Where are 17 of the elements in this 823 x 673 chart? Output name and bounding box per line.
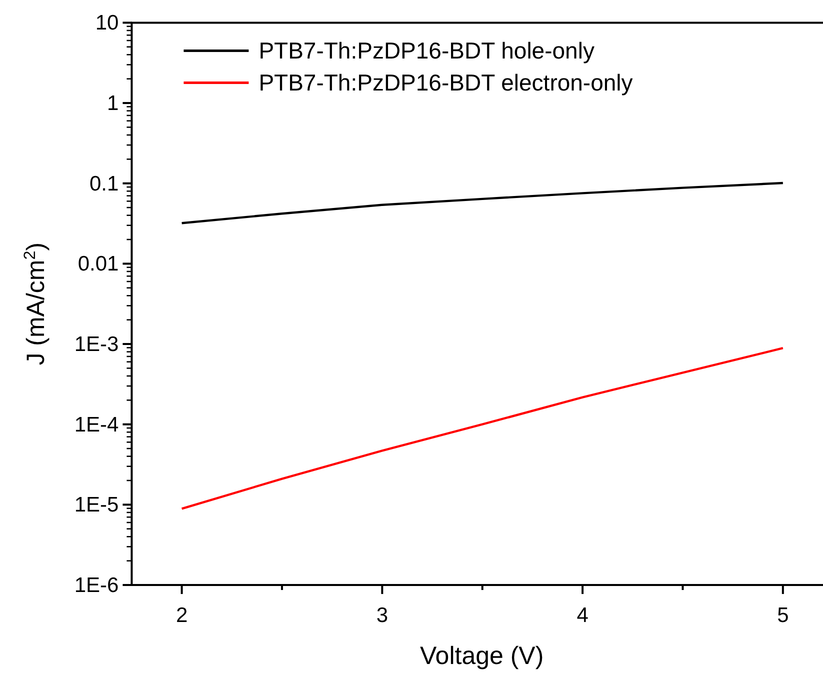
y-tick-label: 1E-5 xyxy=(74,494,119,517)
x-tick-label: 3 xyxy=(376,604,388,627)
y-tick-label: 10 xyxy=(95,12,119,35)
legend-label: PTB7-Th:PzDP16-BDT hole-only xyxy=(258,38,595,64)
x-axis-title: Voltage (V) xyxy=(420,642,544,670)
x-tick-label: 5 xyxy=(777,604,789,627)
legend-label: PTB7-Th:PzDP16-BDT electron-only xyxy=(258,70,634,96)
y-tick-label: 1E-3 xyxy=(74,333,119,356)
line-series xyxy=(180,346,784,510)
y-tick-label: 1E-6 xyxy=(74,574,119,597)
y-tick-label: 1 xyxy=(107,92,119,116)
y-tick-label: 0.01 xyxy=(78,252,119,276)
y-tick-label: 0.1 xyxy=(89,172,119,196)
y-tick-label: 1E-4 xyxy=(74,413,120,436)
line-series xyxy=(180,182,784,224)
x-tick-label: 2 xyxy=(176,604,188,627)
x-tick-label: 4 xyxy=(576,604,589,627)
